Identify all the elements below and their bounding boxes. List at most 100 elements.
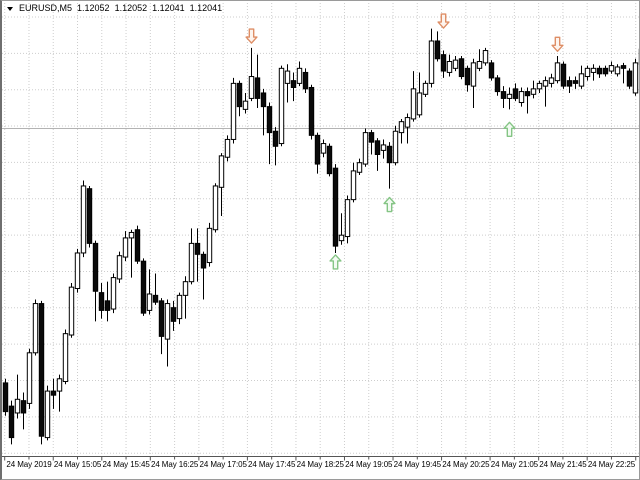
candle bbox=[146, 269, 153, 315]
candle bbox=[68, 283, 75, 338]
candle bbox=[80, 180, 87, 258]
time-label: 24 May 20:25 bbox=[442, 460, 490, 469]
candle bbox=[188, 228, 195, 285]
candle bbox=[128, 229, 135, 278]
candle bbox=[518, 87, 525, 107]
candle bbox=[434, 31, 441, 62]
candle bbox=[560, 61, 567, 89]
candle bbox=[392, 125, 399, 166]
time-label: 24 May 19:45 bbox=[393, 460, 441, 469]
candle bbox=[500, 86, 507, 108]
time-label: 24 May 21:05 bbox=[490, 460, 539, 469]
candle bbox=[206, 222, 213, 267]
candle-series bbox=[2, 28, 639, 445]
candle bbox=[38, 300, 45, 445]
time-axis: 24 May 2019 24 May 15:05 24 May 15:45 24 Ma… bbox=[2, 460, 639, 474]
candle bbox=[464, 65, 471, 92]
candle bbox=[8, 400, 15, 445]
candle bbox=[386, 142, 393, 189]
time-label: 24 May 22:25 bbox=[587, 460, 636, 469]
candle bbox=[56, 374, 63, 412]
candle bbox=[170, 300, 177, 331]
time-label: 24 May 21:45 bbox=[539, 460, 587, 469]
candle bbox=[572, 76, 579, 89]
candle bbox=[140, 258, 147, 316]
candle bbox=[314, 132, 321, 174]
candle bbox=[524, 87, 531, 114]
candle bbox=[194, 228, 201, 282]
candle bbox=[476, 49, 483, 72]
candle bbox=[344, 195, 351, 244]
time-label: 24 May 17:05 bbox=[199, 460, 247, 469]
time-label: 24 May 15:45 bbox=[102, 460, 150, 469]
candle bbox=[14, 374, 21, 419]
candle bbox=[92, 240, 99, 322]
candle bbox=[584, 65, 591, 81]
candle bbox=[104, 281, 111, 322]
time-label: 24 May 15:05 bbox=[53, 460, 102, 469]
candle bbox=[368, 129, 375, 155]
candle bbox=[620, 62, 627, 84]
candle bbox=[356, 158, 363, 176]
candle bbox=[230, 77, 237, 144]
time-label: 24 May 16:25 bbox=[150, 460, 199, 469]
sell-arrow-icon bbox=[437, 13, 450, 29]
time-label: 24 May 18:25 bbox=[296, 460, 344, 469]
candle bbox=[116, 251, 123, 284]
candle bbox=[488, 60, 495, 81]
candle bbox=[338, 213, 345, 245]
candle bbox=[608, 61, 615, 74]
chart-header: EURUSD,M5 1.12052 1.12052 1.12041 1.1204… bbox=[7, 3, 227, 14]
candle bbox=[176, 292, 183, 325]
candle bbox=[236, 80, 243, 117]
candle bbox=[62, 329, 69, 385]
candle bbox=[32, 299, 39, 356]
candle bbox=[260, 88, 267, 136]
candle bbox=[362, 128, 369, 167]
candle bbox=[290, 72, 297, 102]
candle bbox=[296, 61, 303, 87]
candle bbox=[44, 385, 51, 441]
candle bbox=[380, 139, 387, 159]
candle bbox=[212, 183, 219, 233]
candle bbox=[428, 28, 435, 88]
ohlc-high: 1.12052 bbox=[114, 3, 148, 13]
candle bbox=[452, 56, 459, 72]
candle bbox=[422, 80, 429, 98]
candle bbox=[614, 64, 621, 77]
time-axis-line bbox=[2, 456, 639, 461]
candle bbox=[326, 143, 333, 177]
candle bbox=[308, 84, 315, 140]
candle bbox=[248, 47, 255, 102]
candle bbox=[242, 92, 249, 114]
grid bbox=[2, 3, 639, 457]
collapse-triangle-icon[interactable] bbox=[7, 6, 13, 11]
candle bbox=[110, 273, 117, 314]
candle bbox=[224, 135, 231, 162]
candle bbox=[284, 64, 291, 103]
candle bbox=[122, 231, 129, 262]
candle bbox=[536, 80, 543, 93]
candle bbox=[530, 80, 537, 99]
symbol-label: EURUSD,M5 bbox=[19, 3, 73, 13]
buy-arrow-icon bbox=[503, 121, 516, 138]
candle bbox=[398, 118, 405, 144]
candle bbox=[200, 251, 207, 300]
candle bbox=[26, 348, 33, 409]
candle bbox=[74, 248, 81, 293]
candle bbox=[266, 102, 273, 165]
candle bbox=[182, 276, 189, 319]
candle bbox=[134, 225, 141, 264]
candle bbox=[332, 164, 339, 253]
time-label: 24 May 2019 bbox=[6, 460, 52, 469]
candle bbox=[470, 58, 477, 108]
candle bbox=[98, 283, 105, 319]
candle bbox=[578, 65, 585, 89]
candle bbox=[548, 73, 555, 88]
candle bbox=[458, 56, 465, 80]
candle bbox=[272, 127, 279, 166]
candle bbox=[512, 83, 519, 102]
candle bbox=[20, 392, 27, 430]
ohlc-low: 1.12041 bbox=[152, 3, 185, 13]
